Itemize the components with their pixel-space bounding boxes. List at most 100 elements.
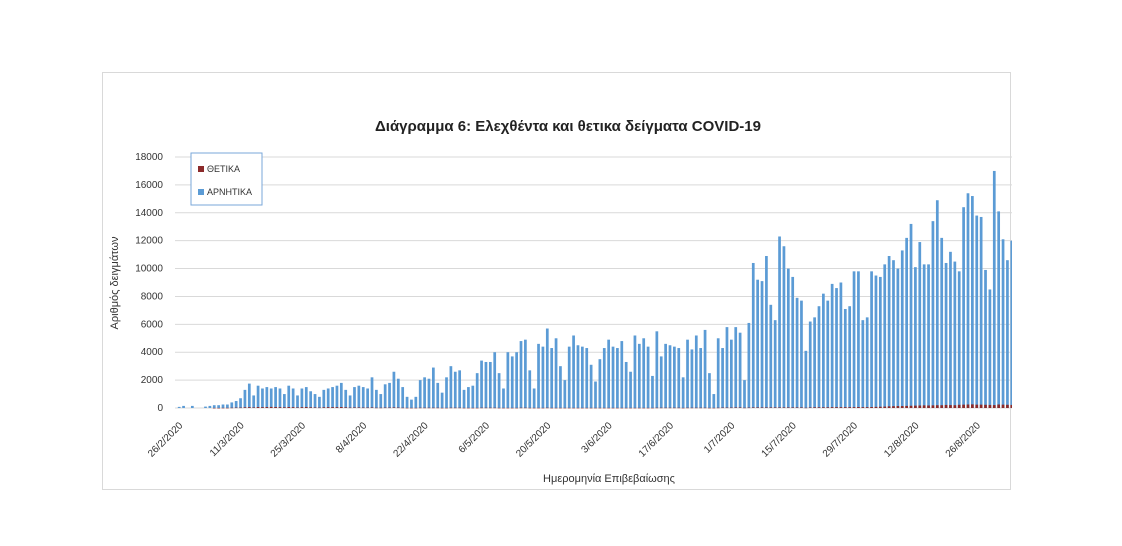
- bar-negative: [791, 276, 795, 408]
- bar-positive: [602, 407, 606, 409]
- bar-positive: [935, 405, 939, 408]
- bar-positive: [808, 407, 812, 408]
- bar-positive: [559, 407, 562, 409]
- bar-negative: [616, 348, 619, 408]
- bar-negative: [800, 300, 803, 408]
- bar-positive: [738, 407, 742, 408]
- bar-positive: [585, 407, 589, 409]
- bar-positive: [852, 407, 856, 408]
- bar-positive: [1001, 404, 1005, 408]
- y-tick-label: 8000: [141, 291, 164, 302]
- y-axis-title: Αριθμός δειγμάτων: [109, 236, 121, 329]
- bar-positive: [296, 407, 299, 408]
- bar-negative: [239, 398, 242, 408]
- bar-negative: [830, 283, 834, 408]
- y-tick-label: 16000: [135, 180, 163, 191]
- bar-positive: [589, 407, 593, 409]
- bar-negative: [322, 389, 326, 408]
- bar-positive: [817, 407, 821, 408]
- bar-positive: [313, 407, 317, 408]
- bar-negative: [944, 262, 948, 408]
- bar-positive: [756, 407, 759, 408]
- bar-negative: [532, 388, 536, 408]
- bar-positive: [274, 407, 277, 408]
- bar-positive: [843, 407, 847, 408]
- bar-negative: [252, 395, 256, 408]
- y-tick-label: 14000: [135, 208, 163, 219]
- bar-negative: [515, 352, 518, 408]
- bar-positive: [646, 407, 650, 409]
- bar-positive: [401, 407, 405, 409]
- bar-negative: [778, 236, 781, 408]
- bar-positive: [432, 407, 435, 409]
- bar-negative: [182, 405, 185, 408]
- bar-negative: [716, 338, 720, 408]
- y-tick-label: 18000: [135, 152, 163, 163]
- bar-negative: [905, 237, 908, 408]
- bar-negative: [773, 320, 777, 408]
- bar-negative: [274, 387, 277, 408]
- bar-negative: [445, 377, 448, 408]
- bar-negative: [822, 293, 825, 408]
- bar-negative: [642, 338, 646, 408]
- bar-positive: [291, 407, 295, 408]
- bar-negative: [931, 221, 935, 408]
- bar-negative: [786, 268, 790, 408]
- bar-positive: [997, 404, 1001, 408]
- bar-positive: [804, 407, 808, 409]
- bar-negative: [690, 349, 694, 408]
- bar-negative: [554, 338, 558, 408]
- bar-positive: [624, 407, 628, 409]
- bar-positive: [212, 407, 216, 409]
- bar-positive: [353, 407, 356, 408]
- bar-negative: [861, 320, 865, 408]
- bar-positive: [261, 407, 264, 408]
- bar-positive: [694, 407, 698, 409]
- bar-negative: [686, 339, 689, 408]
- x-tick-label: 22/4/2020: [391, 420, 431, 460]
- bar-positive: [410, 407, 413, 409]
- bar-positive: [528, 407, 532, 409]
- bar-positive: [524, 407, 527, 409]
- bar-positive: [953, 405, 957, 408]
- bar-negative: [826, 300, 830, 408]
- bar-positive: [221, 407, 225, 409]
- bar-negative: [602, 348, 606, 408]
- bar-positive: [712, 407, 716, 409]
- bar-positive: [830, 407, 834, 408]
- bar-positive: [467, 407, 470, 409]
- bar-negative: [957, 271, 961, 408]
- bar-negative: [900, 250, 904, 408]
- bar-negative: [839, 282, 843, 408]
- bar-negative: [848, 306, 852, 408]
- bar-negative: [721, 348, 724, 408]
- bar-negative: [611, 346, 615, 408]
- bar-positive: [594, 407, 597, 409]
- bar-negative: [637, 343, 641, 408]
- bar-positive: [900, 406, 904, 408]
- bar-negative: [734, 327, 738, 408]
- bar-positive: [699, 407, 703, 409]
- bar-positive: [607, 407, 611, 409]
- bar-positive: [1010, 404, 1012, 408]
- bar-positive: [664, 407, 667, 409]
- bar-negative: [646, 346, 650, 408]
- bar-negative: [655, 331, 659, 408]
- bar-positive: [975, 404, 979, 408]
- y-axis-ticks: 0 2000 4000 6000 8000 10000 12000 14000 16000 180…: [135, 152, 163, 414]
- bar-negative: [261, 388, 264, 408]
- bar-positive: [861, 407, 865, 408]
- bar-negative: [541, 346, 545, 408]
- bar-negative: [782, 246, 786, 408]
- bar-positive: [239, 407, 242, 409]
- bar-positive: [339, 407, 343, 408]
- bar-negative: [475, 373, 479, 408]
- x-tick-label: 25/3/2020: [269, 420, 309, 460]
- bar-negative: [567, 346, 571, 408]
- bar-negative: [975, 215, 979, 408]
- bar-negative: [177, 406, 181, 408]
- bar-positive: [637, 407, 641, 409]
- bar-positive: [655, 407, 659, 409]
- bar-negative: [624, 361, 628, 408]
- legend: ΘΕΤΙΚΑ ΑΡΝΗΤΙΚΑ: [190, 152, 263, 206]
